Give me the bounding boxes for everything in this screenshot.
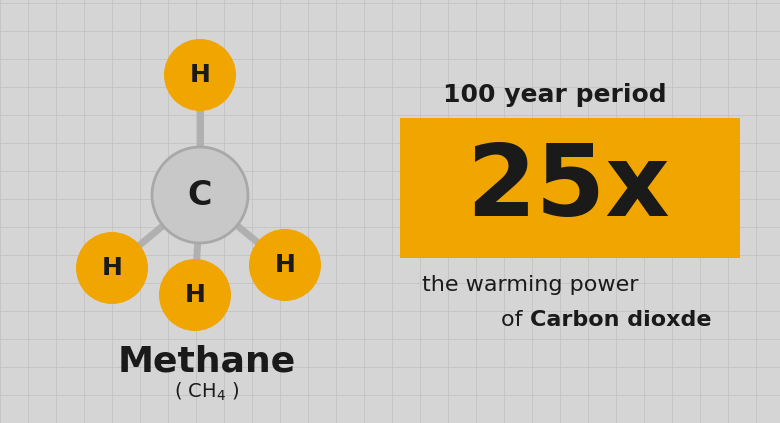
Text: H: H — [185, 283, 205, 307]
Text: H: H — [190, 63, 211, 87]
Text: of: of — [502, 310, 530, 330]
Text: 100 year period: 100 year period — [443, 83, 667, 107]
Circle shape — [164, 39, 236, 111]
Text: H: H — [101, 256, 122, 280]
Text: the warming power: the warming power — [422, 275, 638, 295]
Circle shape — [249, 229, 321, 301]
Text: C: C — [188, 179, 212, 212]
Circle shape — [159, 259, 231, 331]
Text: $\mathregular{( \ CH_4 \ )}$: $\mathregular{( \ CH_4 \ )}$ — [174, 381, 240, 403]
Circle shape — [76, 232, 148, 304]
FancyBboxPatch shape — [400, 118, 740, 258]
Text: Carbon dioxde: Carbon dioxde — [530, 310, 711, 330]
Circle shape — [152, 147, 248, 243]
Text: H: H — [275, 253, 296, 277]
Text: 25x: 25x — [466, 140, 670, 236]
Text: Methane: Methane — [118, 345, 296, 379]
